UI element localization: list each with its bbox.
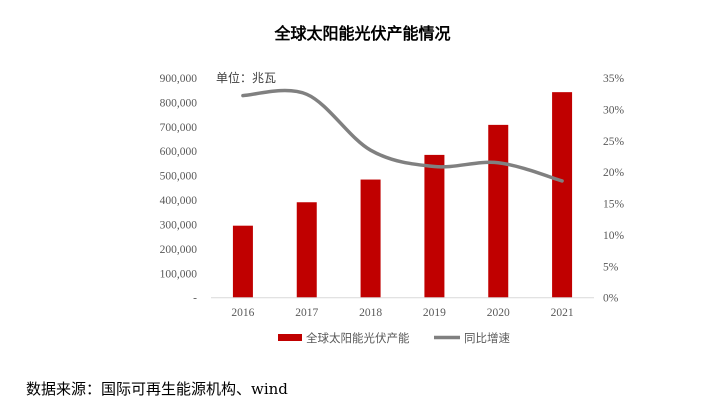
y-right-tick-label: 35% [603,73,625,85]
y-right-tick-label: 15% [603,199,625,211]
x-tick-label: 2018 [359,307,382,319]
bar-2020 [488,124,509,298]
y-left-tick-label: 800,000 [160,97,198,109]
y-right-tick-label: 0% [603,293,619,305]
bar-2017 [296,202,317,298]
y-left-tick-label: 300,000 [160,219,198,231]
bar-2019 [424,154,445,298]
legend-bar-label: 全球太阳能光伏产能 [306,331,410,345]
y-left-tick-label: 600,000 [160,146,198,158]
y-left-tick-label: 200,000 [160,244,198,256]
y-right-tick-label: 20% [603,167,625,179]
unit-label: 单位：兆瓦 [216,70,276,85]
bar-2018 [360,179,381,298]
chart-title: 全球太阳能光伏产能情况 [274,24,451,43]
x-tick-label: 2017 [295,307,318,319]
y-left-tick-label: 700,000 [160,122,198,134]
x-tick-label: 2019 [423,307,446,319]
y-left-tick-label: 400,000 [160,195,198,207]
y-right-tick-label: 25% [603,136,625,148]
bar-2016 [232,225,253,298]
line-series-yoy-growth [241,88,564,183]
x-tick-label: 2021 [551,307,574,319]
legend-bar-swatch [278,334,302,341]
y-left-tick-label: 900,000 [160,73,198,85]
bar-2021 [552,92,573,298]
y-right-tick-label: 5% [603,261,619,273]
y-left-tick-label: - [193,293,197,305]
source-note: 数据来源：国际可再生能源机构、wind [26,380,288,398]
x-tick-label: 2020 [487,307,510,319]
x-tick-label: 2016 [231,307,254,319]
legend-line-label: 同比增速 [464,331,510,345]
y-right-tick-label: 30% [603,104,625,116]
y-left-tick-label: 500,000 [160,171,198,183]
y-right-tick-label: 10% [603,230,625,242]
y-left-tick-label: 100,000 [160,268,198,280]
